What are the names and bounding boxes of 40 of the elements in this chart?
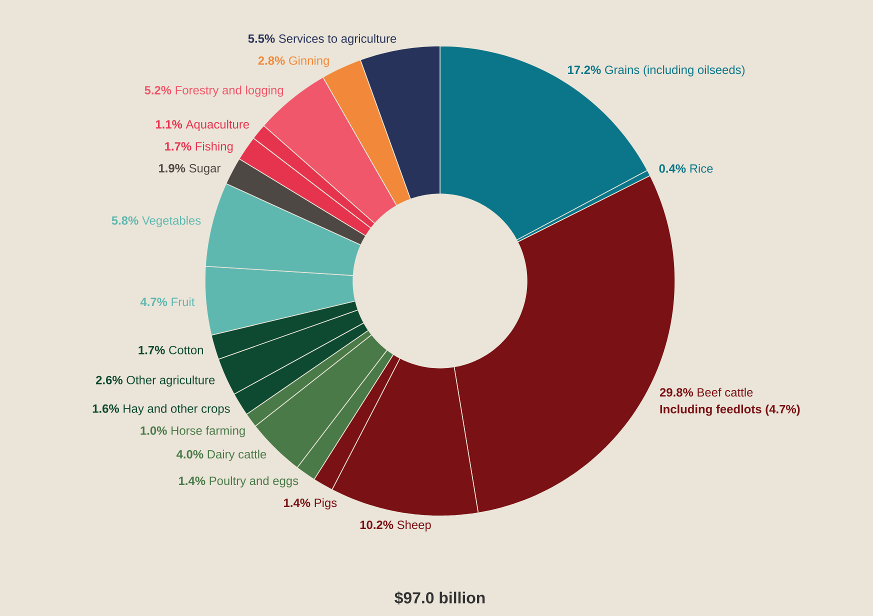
slice-label: Beef cattle [698,388,753,397]
slice-label: Horse farming [172,426,245,438]
slice-label: Sugar [189,164,220,175]
slice-label: Other agriculture [126,376,215,387]
text: $97.0 billion [394,591,485,604]
slice-label: Dairy cattle [208,450,266,461]
slice-label: Ginning [289,56,329,68]
data-label: 1.7% [138,346,165,354]
data-label: 5.5% [248,34,275,43]
slice-label: Grains (including oilseeds) [605,65,745,76]
data-label: 1.4% [284,498,310,508]
slice-label: Fruit [172,297,195,306]
data-label: 1.1% [156,120,182,129]
data-label: 5.2% [144,86,172,94]
slice-label: Hay and other crops [124,404,230,416]
slice-label: Cotton [169,346,203,354]
slice-label: Aquaculture [186,120,249,131]
data-label: 2.8% [258,56,285,65]
slice-label: Services to agriculture [278,34,396,46]
data-label: 1.6% [92,404,120,413]
data-label: 17.2% [568,66,601,74]
text: Including feedlots (4.7%) [660,404,800,416]
data-label: 29.8% [660,388,694,397]
data-label: 1.7% [165,142,192,151]
data-label: 0.4% [659,164,686,173]
data-label: 1.9% [158,164,186,172]
data-label: 4.0% [176,450,204,459]
slice-label: Pigs [314,498,337,510]
data-label: 10.2% [360,520,394,530]
slice-label: Rice [690,164,713,173]
slice-label: Vegetables [142,216,201,228]
slice-label: Poultry and eggs [210,476,298,488]
data-label: 2.6% [96,376,123,384]
data-label: 1.0% [140,426,167,435]
slice-label: Sheep [397,520,431,532]
data-label: 1.4% [179,476,206,486]
slice-label: Forestry and logging [176,86,284,97]
data-label: 5.8% [112,216,138,225]
data-label: 4.7% [140,298,168,306]
slice-label: Fishing [196,142,233,153]
